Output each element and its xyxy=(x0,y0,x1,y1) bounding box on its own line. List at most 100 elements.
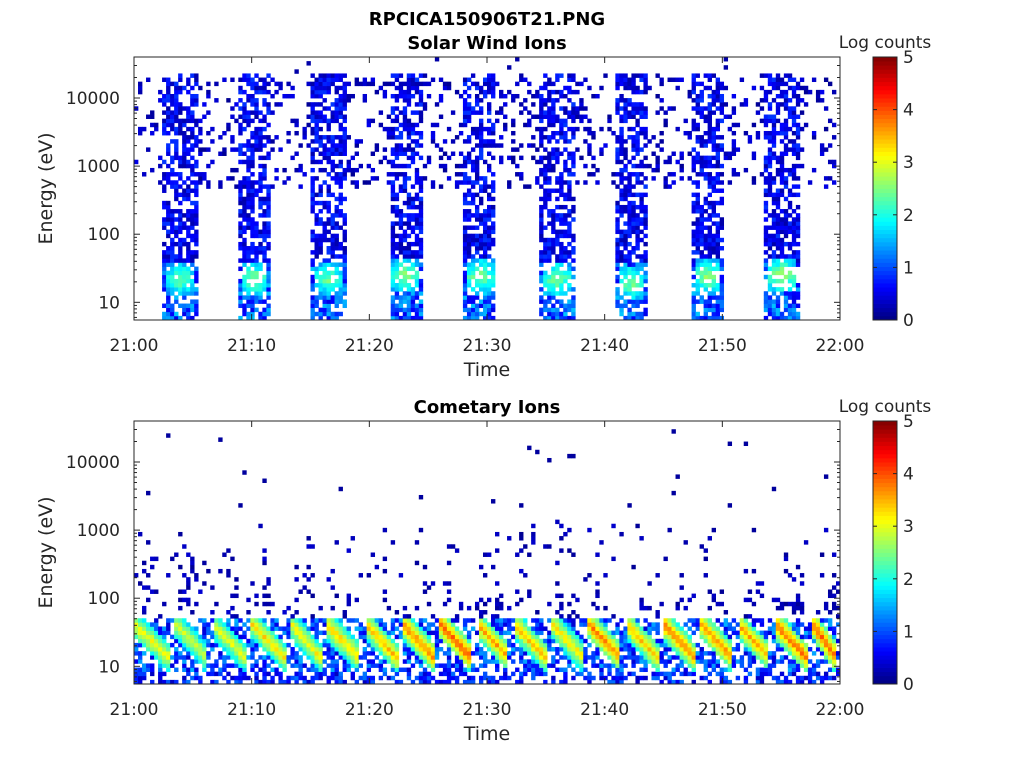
spectrogram-cell xyxy=(394,118,400,124)
spectrogram-cell xyxy=(134,573,139,578)
spectrogram-cell xyxy=(555,270,560,276)
spectrogram-cell xyxy=(334,221,339,226)
spectrogram-cell xyxy=(182,266,187,272)
spectrogram-cell xyxy=(487,679,492,685)
spectrogram-cell xyxy=(619,139,624,144)
spectrogram-cell xyxy=(555,77,560,83)
spectrogram-cell xyxy=(150,679,155,685)
spectrogram-cell xyxy=(414,233,420,239)
spectrogram-cell xyxy=(551,250,556,255)
spectrogram-panel-1: 21:00 21:10 21:20 21:30 21:40 21:50 22:0010100… xyxy=(35,33,931,381)
spectrogram-cell xyxy=(202,622,207,627)
colorbar-segment xyxy=(873,89,897,95)
spectrogram-cell xyxy=(146,634,151,640)
spectrogram-cell xyxy=(422,618,428,623)
spectrogram-cell xyxy=(178,597,183,603)
spectrogram-cell xyxy=(623,114,628,119)
spectrogram-cell xyxy=(711,233,716,239)
spectrogram-cell xyxy=(178,225,183,230)
spectrogram-cell xyxy=(214,98,219,103)
spectrogram-cell xyxy=(795,250,801,255)
spectrogram-cell xyxy=(134,642,139,648)
spectrogram-cell xyxy=(771,315,777,321)
spectrogram-cell xyxy=(366,618,372,623)
spectrogram-cell xyxy=(783,274,789,280)
spectrogram-cell xyxy=(270,679,275,685)
spectrogram-cell xyxy=(390,663,396,668)
spectrogram-cell xyxy=(631,172,636,177)
spectrogram-cell xyxy=(559,135,564,140)
spectrogram-cell xyxy=(174,81,179,87)
spectrogram-cell xyxy=(226,622,231,627)
spectrogram-cell xyxy=(238,287,243,292)
spectrogram-cell xyxy=(571,233,576,239)
spectrogram-cell xyxy=(166,89,171,95)
spectrogram-cell xyxy=(186,217,191,222)
spectrogram-cell xyxy=(771,151,777,156)
spectrogram-cell xyxy=(182,106,187,111)
spectrogram-cell xyxy=(242,642,247,648)
spectrogram-cell xyxy=(242,89,247,95)
spectrogram-cell xyxy=(398,262,404,267)
spectrogram-cell xyxy=(238,659,243,664)
spectrogram-cell xyxy=(158,638,163,644)
spectrogram-cell xyxy=(178,77,183,83)
spectrogram-cell xyxy=(631,221,636,226)
spectrogram-cell xyxy=(551,278,556,284)
spectrogram-cell xyxy=(619,278,624,284)
spectrogram-cell xyxy=(499,135,504,140)
spectrogram-cell xyxy=(402,291,408,296)
spectrogram-cell xyxy=(338,151,343,156)
spectrogram-cell xyxy=(487,81,492,87)
spectrogram-cell xyxy=(519,77,524,83)
spectrogram-cell xyxy=(330,671,335,677)
spectrogram-cell xyxy=(366,118,372,124)
spectrogram-cell xyxy=(254,229,259,235)
spectrogram-cell xyxy=(182,143,187,148)
spectrogram-cell xyxy=(402,638,408,644)
spectrogram-cell xyxy=(474,130,480,136)
spectrogram-cell xyxy=(458,605,464,611)
spectrogram-cell xyxy=(410,274,416,280)
spectrogram-cell xyxy=(707,172,712,177)
spectrogram-cell xyxy=(791,283,797,288)
spectrogram-cell xyxy=(266,270,271,276)
spectrogram-cell xyxy=(763,229,769,235)
spectrogram-cell xyxy=(278,85,283,91)
spectrogram-cell xyxy=(691,118,696,124)
colorbar-segment xyxy=(873,85,897,91)
spectrogram-cell xyxy=(551,151,556,156)
spectrogram-cell xyxy=(198,130,203,136)
spectrogram-cell xyxy=(142,172,147,177)
spectrogram-cell xyxy=(511,130,516,136)
spectrogram-cell xyxy=(775,196,781,202)
spectrogram-cell xyxy=(635,143,640,148)
spectrogram-cell xyxy=(466,192,472,198)
spectrogram-cell xyxy=(246,213,251,218)
spectrogram-cell xyxy=(787,315,793,321)
spectrogram-cell xyxy=(763,262,769,267)
spectrogram-cell xyxy=(410,651,416,656)
spectrogram-cell xyxy=(615,209,620,214)
colorbar-segment xyxy=(873,188,897,194)
spectrogram-cell xyxy=(482,217,488,222)
spectrogram-cell xyxy=(551,188,556,193)
spectrogram-cell xyxy=(250,626,255,631)
spectrogram-cell xyxy=(390,81,396,87)
spectrogram-cell xyxy=(266,274,271,280)
spectrogram-cell xyxy=(783,303,789,309)
spectrogram-cell xyxy=(643,311,648,317)
spectrogram-cell xyxy=(182,311,187,317)
spectrogram-cell xyxy=(266,221,271,226)
spectrogram-cell xyxy=(406,204,412,210)
spectrogram-cell xyxy=(194,573,199,578)
spectrogram-cell xyxy=(338,638,343,644)
spectrogram-cell xyxy=(406,250,412,255)
spectrogram-cell xyxy=(402,634,408,640)
spectrogram-cell xyxy=(503,655,508,660)
spectrogram-cell xyxy=(186,642,191,648)
spectrogram-cell xyxy=(186,126,191,132)
spectrogram-cell xyxy=(767,254,773,259)
spectrogram-cell xyxy=(322,630,327,636)
spectrogram-cell xyxy=(282,679,287,685)
